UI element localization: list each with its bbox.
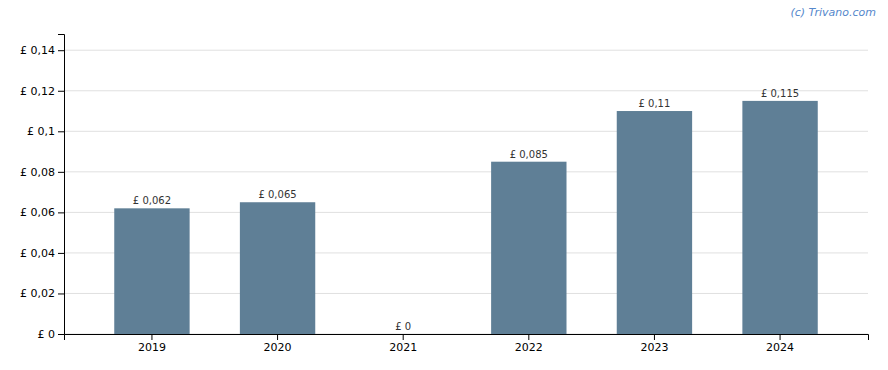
y-tick: £ 0 xyxy=(38,328,65,341)
x-tick-label: 2019 xyxy=(138,341,166,354)
y-tick: £ 0,08 xyxy=(20,166,64,179)
y-tick: £ 0,1 xyxy=(27,125,64,138)
bar xyxy=(240,202,315,334)
y-tick-label: £ 0,02 xyxy=(20,287,55,300)
x-tick-mark xyxy=(780,334,781,340)
data-label: £ 0 xyxy=(395,321,411,332)
y-tick: £ 0,02 xyxy=(20,287,64,300)
y-tick-label: £ 0,1 xyxy=(27,125,55,138)
y-tick-label: £ 0,08 xyxy=(20,166,55,179)
bars xyxy=(114,101,818,334)
y-tick: £ 0,06 xyxy=(20,206,64,219)
bar xyxy=(491,162,566,334)
plot: £ 0 £ 0,02 £ 0,04 £ 0,06 £ 0,08 £ 0,1 £ 0,12 £ … xyxy=(20,35,869,354)
y-tick: £ 0,14 xyxy=(20,44,64,57)
y-tick-mark xyxy=(58,334,64,335)
y-axis: £ 0 £ 0,02 £ 0,04 £ 0,06 £ 0,08 £ 0,1 £ 0,12 £ … xyxy=(20,35,65,342)
y-tick-mark xyxy=(58,212,64,213)
chart: £ 0 £ 0,02 £ 0,04 £ 0,06 £ 0,08 £ 0,1 £ 0,12 £ … xyxy=(0,0,888,370)
x-axis: 2019 2020 2021 2022 2023 2024 xyxy=(65,334,869,354)
x-tick: 2020 xyxy=(264,334,292,354)
y-tick-mark xyxy=(58,131,64,132)
x-tick-label: 2022 xyxy=(515,341,543,354)
y-tick-mark xyxy=(58,253,64,254)
x-tick-label: 2020 xyxy=(264,341,292,354)
watermark: (c) Trivano.com xyxy=(790,6,876,19)
bar xyxy=(742,101,817,334)
x-tick-mark xyxy=(528,334,529,340)
data-label: £ 0,085 xyxy=(510,149,548,160)
y-tick-label: £ 0 xyxy=(38,328,56,341)
bar xyxy=(114,208,189,334)
y-tick-label: £ 0,12 xyxy=(20,85,55,98)
data-label: £ 0,11 xyxy=(639,98,671,109)
x-tick-mark xyxy=(277,334,278,340)
data-labels: £ 0,062 £ 0,065 £ 0 £ 0,085 £ 0,11 £ 0,115 xyxy=(133,88,799,332)
grid-line xyxy=(64,50,868,51)
y-tick-label: £ 0,06 xyxy=(20,206,55,219)
x-tick-label: 2024 xyxy=(766,341,794,354)
x-axis-line xyxy=(65,335,869,341)
y-tick-label: £ 0,04 xyxy=(20,247,55,260)
x-tick: 2023 xyxy=(640,334,668,354)
y-tick-mark xyxy=(58,172,64,173)
bar xyxy=(366,334,441,335)
y-tick-mark xyxy=(58,50,64,51)
x-tick: 2024 xyxy=(766,334,794,354)
y-tick-mark xyxy=(58,91,64,92)
y-axis-line xyxy=(58,35,65,335)
data-label: £ 0,062 xyxy=(133,195,171,206)
x-tick-mark xyxy=(654,334,655,340)
x-tick: 2019 xyxy=(138,334,166,354)
bar xyxy=(617,111,692,334)
grid xyxy=(64,50,868,334)
y-tick: £ 0,04 xyxy=(20,247,64,260)
annotations: (c) Trivano.com xyxy=(790,6,876,19)
y-tick: £ 0,12 xyxy=(20,85,64,98)
y-tick-label: £ 0,14 xyxy=(20,44,55,57)
x-tick-label: 2021 xyxy=(389,341,417,354)
x-tick-mark xyxy=(403,334,404,340)
y-tick-mark xyxy=(58,293,64,294)
data-label: £ 0,115 xyxy=(761,88,799,99)
x-tick: 2022 xyxy=(515,334,543,354)
x-tick: 2021 xyxy=(389,334,417,354)
x-tick-label: 2023 xyxy=(640,341,668,354)
grid-line xyxy=(64,90,868,91)
x-tick-mark xyxy=(151,334,152,340)
data-label: £ 0,065 xyxy=(258,189,296,200)
